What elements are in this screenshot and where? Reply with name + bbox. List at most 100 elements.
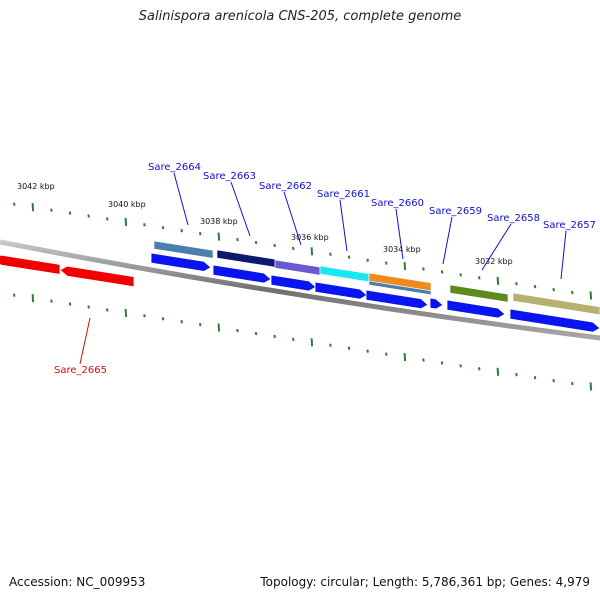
- feature-boxes: [153, 240, 600, 316]
- tick-label: 3042 kbp: [17, 182, 55, 191]
- inner-tick: [236, 328, 239, 333]
- inner-tick: [496, 367, 500, 376]
- inner-tick: [199, 322, 202, 327]
- outer-tick: [366, 258, 369, 262]
- outer-tick-marks: [13, 202, 593, 300]
- inner-tick: [68, 302, 72, 306]
- inner-tick: [13, 293, 16, 297]
- box-sare-2662: [274, 259, 321, 276]
- forward-gene-arrow: [446, 299, 506, 319]
- outer-tick: [143, 223, 146, 227]
- box-sare-2664: [153, 240, 214, 259]
- box-sare-2658: [449, 284, 509, 303]
- outer-tick: [347, 255, 351, 259]
- label-callout-line: [283, 191, 302, 246]
- outer-tick: [329, 252, 332, 256]
- outer-tick: [180, 229, 183, 233]
- inner-tick: [515, 373, 518, 377]
- outer-tick: [589, 291, 593, 300]
- outer-tick: [533, 284, 537, 289]
- outer-tick: [515, 282, 518, 286]
- forward-gene-arrow: [150, 252, 212, 272]
- inner-tick: [87, 305, 90, 309]
- inner-tick: [552, 378, 555, 383]
- outer-tick: [440, 270, 444, 274]
- reverse-gene-arrow: [0, 254, 61, 275]
- box-sare-2663: [216, 249, 276, 268]
- inner-tick: [478, 367, 481, 371]
- gene-label: Sare_2662: [259, 181, 312, 192]
- reverse-gene-arrow: [59, 265, 135, 288]
- label-callout-line: [173, 172, 189, 226]
- outer-tick: [87, 214, 90, 218]
- gene-label: Sare_2657: [543, 220, 596, 231]
- inner-tick: [440, 361, 444, 365]
- forward-gene-arrow: [270, 274, 317, 292]
- inner-tick: [533, 375, 537, 380]
- outer-tick: [552, 287, 555, 292]
- forward-gene-arrow: [509, 308, 600, 333]
- tick-label: 3038 kbp: [200, 217, 238, 226]
- outer-tick: [496, 276, 500, 285]
- inner-tick: [217, 323, 221, 332]
- label-callout-line: [230, 181, 251, 237]
- label-callout-line: [442, 216, 453, 265]
- forward-gene-arrow: [429, 297, 444, 310]
- inner-tick: [31, 294, 35, 303]
- tick-label: 3040 kbp: [108, 200, 146, 209]
- gene-label: Sare_2664: [148, 162, 201, 173]
- inner-tick: [571, 381, 574, 386]
- gene-label: Sare_2661: [317, 189, 370, 200]
- outer-tick: [292, 246, 295, 251]
- outer-tick: [13, 202, 16, 206]
- box-sare-2661: [319, 265, 370, 283]
- outer-tick: [217, 232, 221, 241]
- outer-tick: [31, 203, 35, 212]
- label-callout-line: [339, 199, 348, 252]
- inner-tick: [50, 299, 53, 303]
- inner-tick: [329, 343, 332, 347]
- genome-summary-text: Topology: circular; Length: 5,786,361 bp…: [260, 575, 590, 589]
- label-callout-line: [79, 317, 91, 365]
- outer-tick: [478, 276, 481, 280]
- forward-gene-arrow: [365, 289, 429, 310]
- outer-tick: [161, 226, 165, 230]
- gene-arrows: [0, 252, 600, 333]
- feature-labels: Sare_2664Sare_2663Sare_2662Sare_2661Sare…: [54, 162, 596, 376]
- inner-tick: [161, 317, 165, 321]
- forward-gene-arrow: [212, 264, 272, 284]
- gene-label: Sare_2659: [429, 206, 482, 217]
- box-sare-2659: [368, 280, 432, 296]
- inner-tick: [180, 320, 183, 324]
- inner-tick: [589, 382, 593, 391]
- genome-backbone: [0, 239, 600, 341]
- inner-tick: [347, 346, 351, 350]
- outer-tick: [50, 208, 53, 212]
- accession-text: Accession: NC_009953: [9, 575, 146, 589]
- outer-tick: [571, 290, 574, 295]
- inner-tick: [106, 308, 109, 312]
- inner-tick: [385, 352, 388, 356]
- inner-tick: [292, 337, 295, 342]
- label-callout-line: [481, 223, 512, 271]
- box-sare-2657: [512, 292, 600, 316]
- inner-tick-marks: [13, 293, 593, 391]
- tick-label: 3032 kbp: [475, 257, 513, 266]
- gene-label: Sare_2663: [203, 171, 256, 182]
- inner-tick: [459, 364, 462, 368]
- outer-tick: [106, 217, 109, 221]
- inner-tick: [403, 352, 407, 362]
- outer-tick: [68, 211, 72, 215]
- inner-tick: [143, 314, 146, 318]
- gene-label: Sare_2660: [371, 198, 424, 209]
- tick-label: 3036 kbp: [291, 233, 329, 242]
- outer-tick: [310, 247, 314, 256]
- outer-tick: [385, 261, 388, 265]
- gene-label: Sare_2665: [54, 365, 107, 376]
- outer-tick: [273, 243, 276, 248]
- label-callout-line: [560, 230, 567, 280]
- outer-tick: [124, 217, 128, 226]
- forward-gene-arrow: [314, 281, 368, 300]
